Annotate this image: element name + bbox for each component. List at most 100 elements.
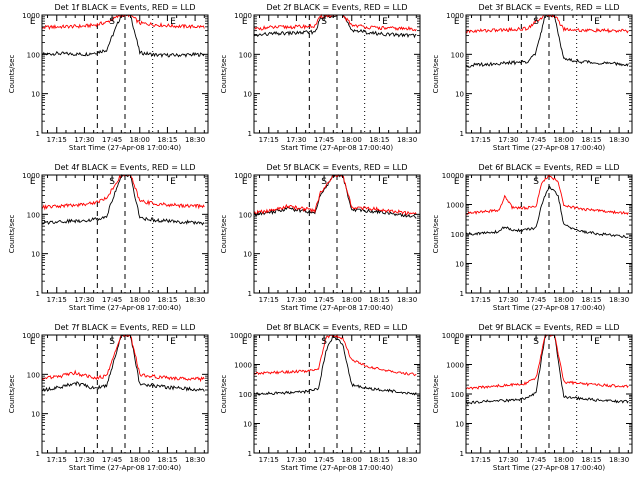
y-tick-label: 100 [451, 391, 464, 399]
x-tick-label: 17:45 [102, 296, 122, 304]
event-marker-label: E [170, 177, 176, 187]
y-tick-label: 100 [27, 211, 40, 219]
x-tick-label: 18:30 [185, 456, 205, 464]
events-series-line [253, 174, 417, 219]
events-series-line [253, 335, 417, 396]
event-marker-label: S [109, 337, 115, 347]
x-tick-label: 18:30 [185, 136, 205, 144]
events-series-line [41, 173, 205, 226]
panel-title: Det 1f BLACK = Events, RED = LLD [54, 3, 195, 12]
y-axis-label: Counts/sec [8, 215, 16, 254]
plot-frame [253, 14, 421, 134]
x-tick-label: 18:00 [342, 296, 362, 304]
x-axis-label: Start Time (27-Apr-08 17:00:40) [69, 144, 181, 152]
x-tick-label: 17:30 [498, 296, 518, 304]
event-marker-label: S [321, 17, 327, 27]
x-tick-label: 18:30 [397, 296, 417, 304]
detector-panel: Det 8f BLACK = Events, RED = LLD 1 10 100 10… [220, 323, 421, 472]
x-tick-label: 18:15 [157, 296, 177, 304]
panel-title: Det 5f BLACK = Events, RED = LLD [266, 163, 407, 172]
x-tick-label: 17:15 [47, 296, 67, 304]
y-tick-label: 10 [243, 91, 252, 99]
x-tick-label: 17:30 [286, 136, 306, 144]
detector-panel: Det 3f BLACK = Events, RED = LLD 1 10 100 10… [432, 3, 633, 152]
y-tick-label: 1000 [234, 12, 252, 20]
event-marker-label: E [170, 337, 176, 347]
x-tick-label: 17:30 [74, 456, 94, 464]
y-tick-label: 10 [31, 91, 40, 99]
x-tick-label: 17:15 [471, 296, 491, 304]
x-tick-label: 17:45 [102, 136, 122, 144]
event-marker-label: E [454, 337, 460, 347]
events-series-line [41, 14, 205, 59]
panel-title: Det 4f BLACK = Events, RED = LLD [54, 163, 195, 172]
x-tick-label: 17:30 [286, 296, 306, 304]
event-marker-label: E [594, 17, 600, 27]
x-tick-label: 18:15 [581, 456, 601, 464]
x-axis-label: Start Time (27-Apr-08 17:00:40) [281, 464, 393, 472]
y-tick-label: 100 [27, 51, 40, 59]
x-tick-label: 17:45 [314, 296, 334, 304]
event-marker-label: S [321, 177, 327, 187]
event-marker-label: S [533, 177, 539, 187]
x-axis-label: Start Time (27-Apr-08 17:00:40) [69, 464, 181, 472]
x-tick-label: 18:00 [554, 296, 574, 304]
y-tick-label: 1 [36, 130, 40, 138]
y-tick-label: 10 [243, 421, 252, 429]
detector-panel: Det 7f BLACK = Events, RED = LLD 1 10 100 10… [8, 323, 209, 472]
x-tick-label: 17:30 [74, 136, 94, 144]
y-axis-label: Counts/sec [432, 375, 440, 414]
x-tick-label: 17:45 [526, 136, 546, 144]
y-tick-label: 1000 [234, 172, 252, 180]
event-marker-label: S [109, 177, 115, 187]
x-tick-label: 18:00 [130, 296, 150, 304]
y-tick-label: 100 [239, 211, 252, 219]
event-marker-label: E [594, 177, 600, 187]
y-tick-label: 1000 [446, 202, 464, 210]
x-tick-label: 18:15 [369, 136, 389, 144]
y-tick-label: 10000 [442, 332, 464, 340]
events-series-line [465, 334, 629, 406]
lld-series-line [41, 174, 205, 211]
y-axis-label: Counts/sec [220, 215, 228, 254]
x-tick-label: 18:30 [397, 136, 417, 144]
y-tick-label: 1 [36, 450, 40, 458]
x-tick-label: 17:15 [259, 136, 279, 144]
y-tick-label: 1 [460, 290, 464, 298]
y-tick-label: 1 [460, 130, 464, 138]
panel-title: Det 7f BLACK = Events, RED = LLD [54, 323, 195, 332]
x-tick-label: 17:30 [498, 456, 518, 464]
event-marker-label: E [242, 17, 248, 27]
x-tick-label: 18:00 [342, 456, 362, 464]
detector-panel: Det 9f BLACK = Events, RED = LLD 1 10 100 10… [432, 323, 633, 472]
x-tick-label: 17:45 [102, 456, 122, 464]
x-tick-label: 18:15 [581, 296, 601, 304]
plot-frame [465, 14, 633, 134]
x-tick-label: 18:15 [157, 456, 177, 464]
panel-title: Det 6f BLACK = Events, RED = LLD [478, 163, 619, 172]
x-tick-label: 18:30 [609, 296, 629, 304]
x-tick-label: 17:45 [314, 456, 334, 464]
y-tick-label: 10 [455, 91, 464, 99]
y-tick-label: 10 [31, 411, 40, 419]
detector-panel: Det 1f BLACK = Events, RED = LLD 1 10 100 10… [8, 3, 209, 152]
event-marker-label: E [382, 337, 388, 347]
x-tick-label: 17:45 [526, 456, 546, 464]
y-tick-label: 10 [243, 251, 252, 259]
y-tick-label: 10 [31, 251, 40, 259]
y-tick-label: 1 [460, 450, 464, 458]
detector-panel: Det 4f BLACK = Events, RED = LLD 1 10 100 10… [8, 163, 209, 312]
panel-title: Det 8f BLACK = Events, RED = LLD [266, 323, 407, 332]
x-axis-label: Start Time (27-Apr-08 17:00:40) [493, 144, 605, 152]
x-tick-label: 17:15 [259, 296, 279, 304]
y-axis-label: Counts/sec [432, 55, 440, 94]
y-tick-label: 100 [451, 231, 464, 239]
y-axis-label: Counts/sec [8, 375, 16, 414]
x-tick-label: 17:30 [74, 296, 94, 304]
x-tick-label: 18:15 [369, 456, 389, 464]
x-tick-label: 17:45 [314, 136, 334, 144]
y-tick-label: 1 [36, 290, 40, 298]
y-axis-label: Counts/sec [220, 375, 228, 414]
x-tick-label: 17:30 [498, 136, 518, 144]
